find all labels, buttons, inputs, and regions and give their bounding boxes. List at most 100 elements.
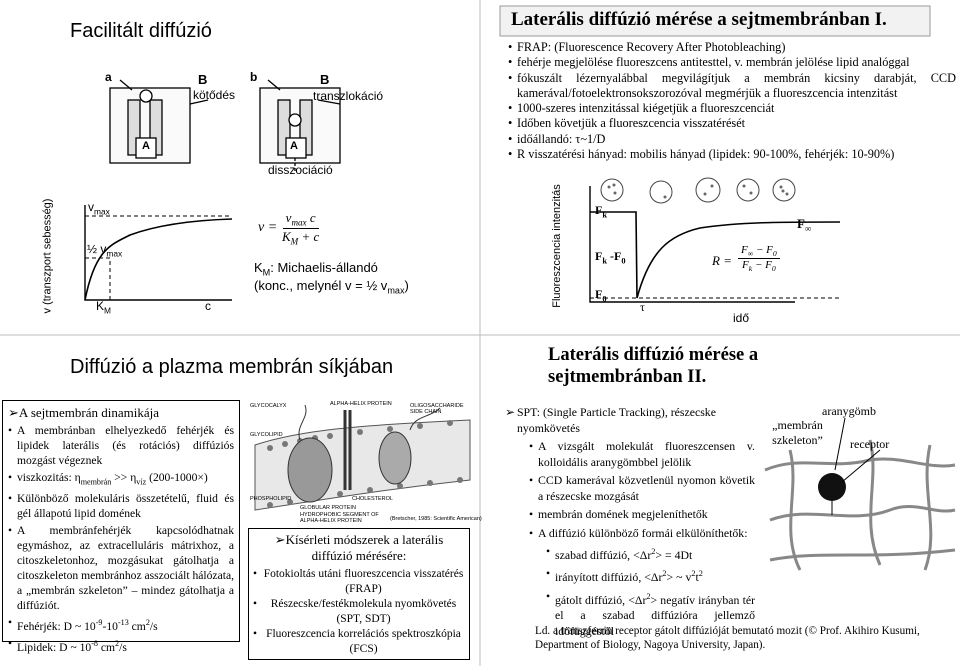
text-sub: k <box>748 264 753 274</box>
image-label: GLYCOLIPID <box>250 432 283 438</box>
figure-label: transzlokáció <box>313 89 384 103</box>
figure-label: B <box>320 72 330 87</box>
bullet: Fluoreszcencia korrelációs spektroszkópi… <box>253 627 465 657</box>
skeleton-figure <box>764 439 956 571</box>
bullet-text: SPT: (Single Particle Tracking), részecs… <box>517 405 716 435</box>
bullet: viszkozitás: ηmembrán >> ηvíz (200-1000×… <box>8 470 234 489</box>
arrow: ➢ <box>8 405 19 420</box>
text-sub: M <box>262 267 271 278</box>
bullet: 1000-szeres intenzitással kiégetjük a fl… <box>508 101 956 117</box>
slide-title: Laterális diffúzió mérése a sejtmembránb… <box>511 9 887 30</box>
methods-title: ➢Kísérleti módszerek a laterális diffúzi… <box>253 532 465 564</box>
graph-label: vmax <box>88 200 110 216</box>
bullet: gátolt diffúzió, <Δr2> negatív irányban … <box>546 589 755 639</box>
bullet-list: SPT: (Single Particle Tracking), részecs… <box>505 405 755 642</box>
methods-box: ➢Kísérleti módszerek a laterális diffúzi… <box>248 528 470 660</box>
text-sub: membrán <box>80 477 112 487</box>
figure-label: aranygömb <box>822 404 876 418</box>
membrane-image <box>254 404 471 511</box>
figure-label: disszociáció <box>268 163 333 177</box>
bullet: R visszatérési hányad: mobilis hányad (l… <box>508 147 956 163</box>
image-label: CHOLESTEROL <box>352 496 393 502</box>
text-run: Fehérjék: D ~ 10 <box>17 620 96 634</box>
bullet: Részecske/festékmolekula nyomkövetés (SP… <box>253 597 465 627</box>
text-sub: max <box>387 285 405 296</box>
bullet: Időben követjük a fluoreszcencia visszat… <box>508 116 956 132</box>
text-run: F <box>742 259 749 272</box>
text-run: -10 <box>102 620 118 634</box>
text-sup: 2 <box>651 547 656 556</box>
text-sup: -8 <box>91 639 98 649</box>
text-run: gátolt diffúzió, <Δr <box>555 592 647 607</box>
bullet: Lipidek: D ~ 10-8 cm2/s <box>8 636 234 655</box>
image-label: HYDROPHOBIC SEGMENT OF ALPHA-HELIX PROTE… <box>300 512 379 524</box>
numerator: F∞ − F0 <box>738 244 780 260</box>
figure-label: B <box>198 72 208 87</box>
bullet: membrán domének megjeleníthetők <box>529 507 755 523</box>
text-run: K <box>96 299 105 313</box>
image-label: GLOBULAR PROTEIN <box>300 505 356 511</box>
text-sub: max <box>94 206 110 217</box>
text-sub: víz <box>136 477 147 487</box>
text-sup: 2 <box>662 569 667 579</box>
formula-lhs: R = <box>712 253 732 268</box>
formula-fraction: F∞ − F0 Fk − F0 <box>738 244 780 273</box>
text-run: K <box>254 260 263 275</box>
text-sup: 2 <box>691 569 696 579</box>
methods-title-text: Kísérleti módszerek a laterális diffúzió… <box>285 532 444 563</box>
text-sup: -13 <box>117 618 129 628</box>
text-sub: 0 <box>621 256 626 266</box>
graph-label: F∞ <box>797 216 811 234</box>
text-run: (konc., melynél v = ½ v <box>254 278 388 293</box>
text-run: Lipidek: D ~ 10 <box>17 641 92 655</box>
note-line: (konc., melynél v = ½ vmax) <box>254 278 409 296</box>
image-label: OLIGOSACCHARIDE SIDE CHAIN <box>410 403 464 415</box>
figure-label: a <box>105 70 112 84</box>
text-run: F <box>741 244 748 256</box>
x-axis-label: idő <box>733 311 750 325</box>
bullet: FRAP: (Fluorescence Recovery After Photo… <box>508 40 956 56</box>
image-credit: (Bretscher, 1985: Scientific American) <box>390 516 482 522</box>
text-run: cm <box>97 641 116 655</box>
text-run: > negatív irányban tér el a szabad diffú… <box>555 592 756 638</box>
text-run: c <box>306 210 316 225</box>
x-axis-label: c <box>205 299 211 313</box>
denominator: KM + c <box>282 229 319 247</box>
bullet: időállandó: τ~1/D <box>508 132 956 148</box>
text-sub: ∞ <box>747 249 754 259</box>
image-label: PHOSPHOLIPID <box>250 496 292 502</box>
graph-label: KM <box>96 299 111 315</box>
graph-label: τ <box>640 300 645 314</box>
bullet: A membránban elhelyezkedő fehérjék és li… <box>8 423 234 468</box>
numerator: vmax c <box>282 210 319 229</box>
slide-title: Diffúzió a plazma membrán síkjában <box>70 356 394 378</box>
figure-label: kötődés <box>193 88 236 102</box>
text-sub: 0 <box>771 264 776 274</box>
text-run: : Michaelis-állandó <box>270 260 378 275</box>
text-run: F <box>595 249 603 263</box>
figure-label: A <box>290 140 298 152</box>
text-run: > = 4Dt <box>655 547 693 562</box>
gold-particle <box>818 473 846 501</box>
frap-graph <box>589 177 841 303</box>
arrow: ➢ <box>274 532 286 547</box>
figure-label: b <box>250 70 258 84</box>
text-run: /s <box>119 641 127 655</box>
bullet: Fotokioltás utáni fluoreszcencia visszat… <box>253 567 465 597</box>
bullet: SPT: (Single Particle Tracking), részecs… <box>505 405 755 639</box>
text-run: /s <box>149 620 158 634</box>
bullet: A membránfehérjék kapcsolódhatnak egymás… <box>8 523 234 613</box>
text-run: v <box>88 200 94 214</box>
bullet: fehérje megjelölése fluoreszcens antites… <box>508 55 956 71</box>
text-sub: max <box>106 248 123 259</box>
formula-fraction: vmax c KM + c <box>282 210 319 246</box>
graph-label: F0 <box>595 287 607 303</box>
dynamics-box: ➢A sejtmembrán dinamikája A membránban e… <box>2 400 240 654</box>
footer: Ld. a transzferrin receptor gátolt diffú… <box>535 625 920 651</box>
graph-label: Fk <box>595 203 607 219</box>
figure-label: A <box>142 140 150 152</box>
bullet-list: A membránban elhelyezkedő fehérjék és li… <box>8 423 234 655</box>
text-run: (200-1000×) <box>146 471 208 484</box>
pointer <box>831 417 881 515</box>
